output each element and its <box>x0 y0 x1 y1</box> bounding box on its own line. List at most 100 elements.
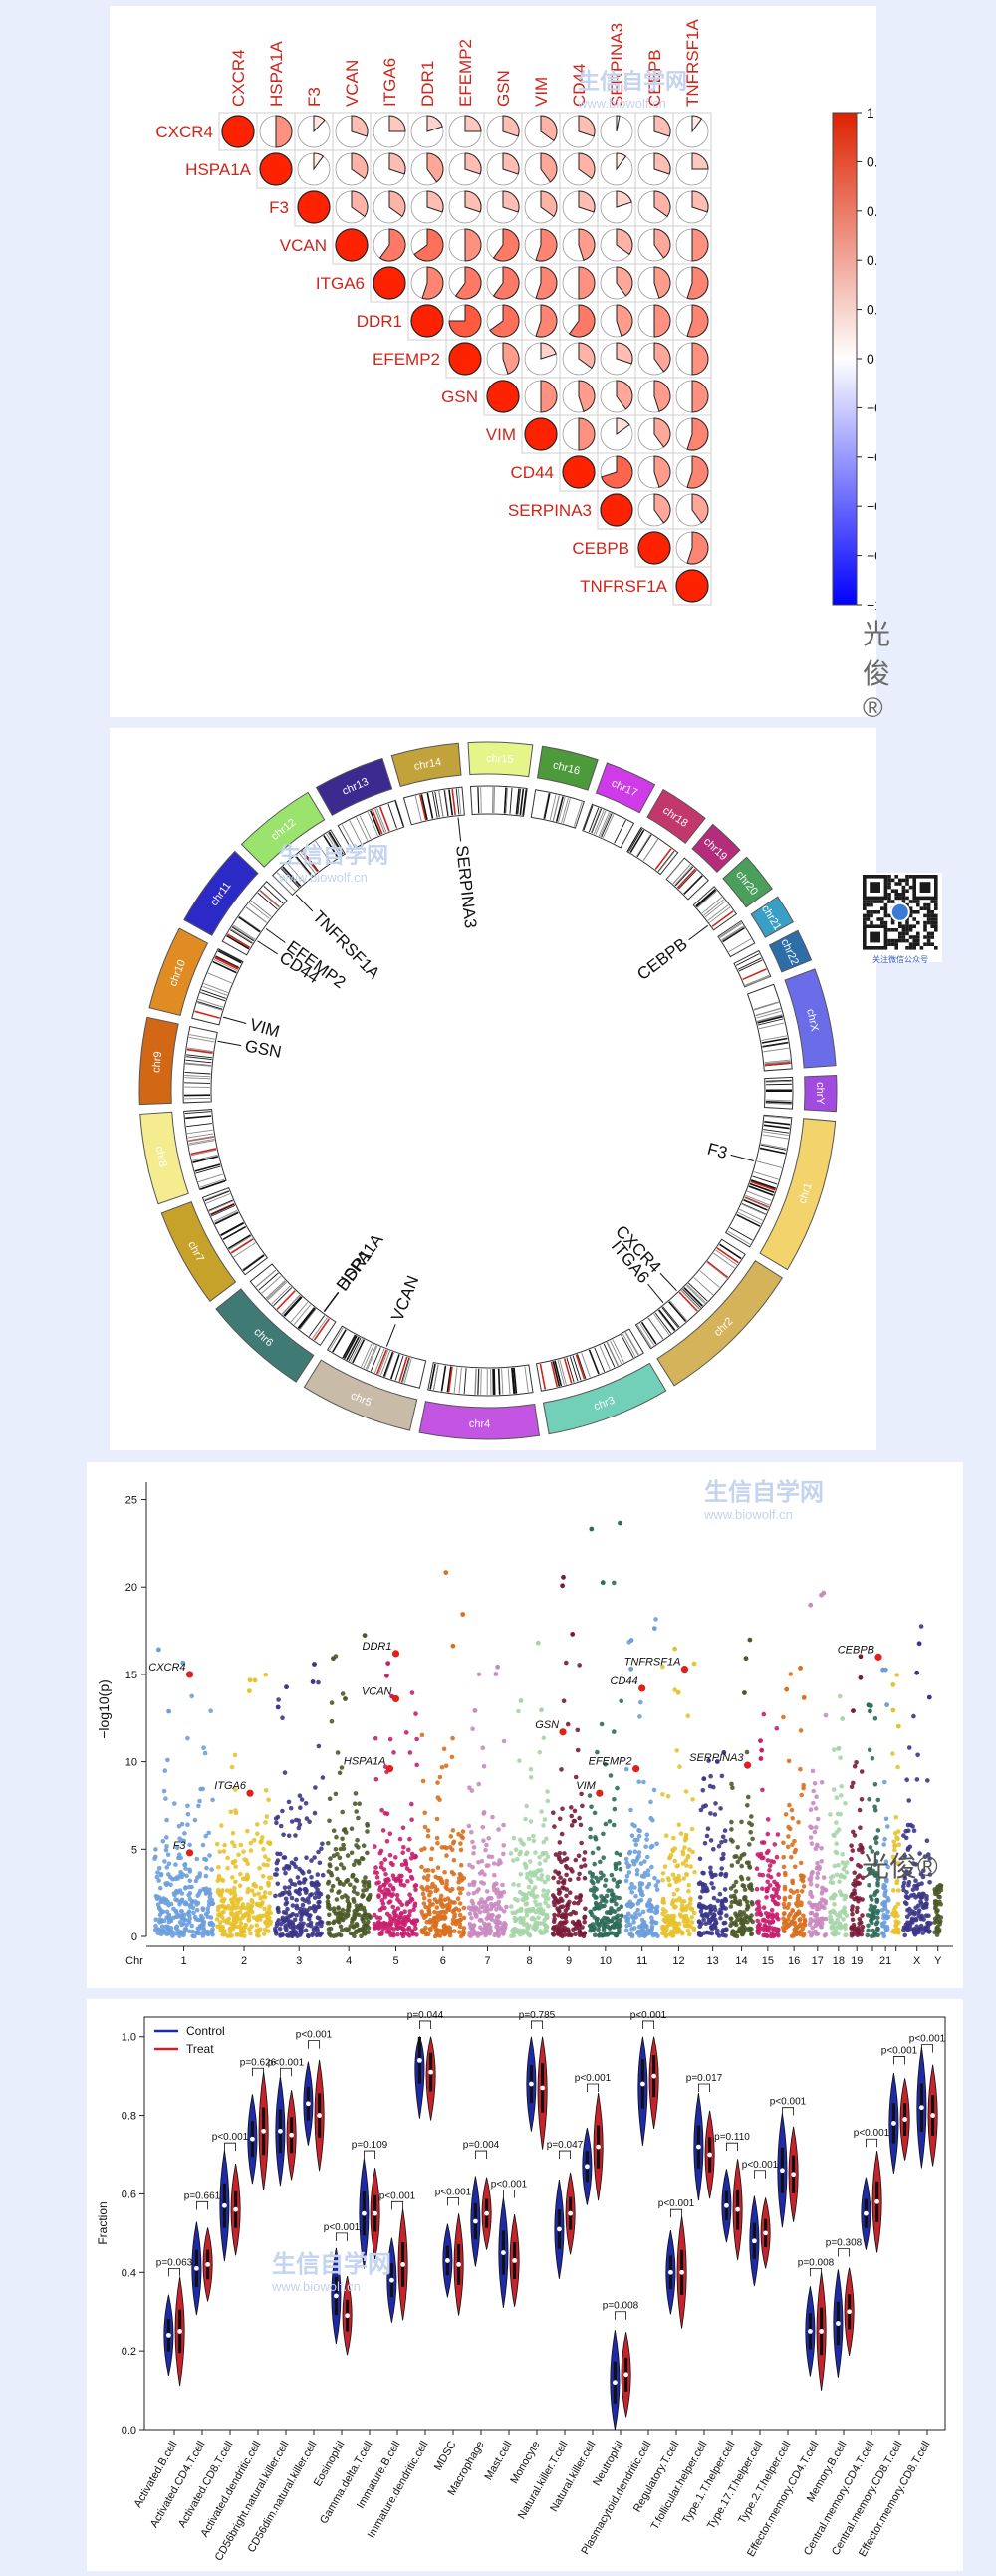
snp-point <box>166 1861 172 1867</box>
snp-point <box>561 1574 566 1580</box>
snp-point <box>552 1916 557 1922</box>
snp-point <box>409 1851 415 1857</box>
snp-point <box>293 1856 299 1862</box>
snp-point <box>854 1909 860 1914</box>
snp-point <box>698 1909 704 1914</box>
snp-point <box>450 1886 455 1892</box>
snp-point <box>442 1870 447 1875</box>
ideogram-stripe <box>763 1047 790 1053</box>
highlight-point <box>638 1684 646 1692</box>
qr-module <box>916 931 920 936</box>
snp-point <box>556 1908 562 1914</box>
snp-point <box>630 1858 636 1864</box>
snp-point <box>651 1787 657 1793</box>
snp-point <box>182 1831 187 1836</box>
snp-point <box>490 1913 495 1918</box>
highlight-label: CEBPB <box>838 1644 874 1656</box>
snp-point <box>186 1892 191 1898</box>
snp-point <box>197 1874 202 1879</box>
ideogram-stripe <box>294 856 312 877</box>
ideogram-stripe <box>765 1102 792 1105</box>
snp-point <box>597 1932 602 1938</box>
snp-point <box>731 1893 737 1899</box>
snp-point <box>181 1838 187 1844</box>
snp-point <box>545 1874 551 1880</box>
snp-point <box>387 1852 393 1858</box>
pie-wedge <box>616 417 630 435</box>
snp-point <box>611 1822 617 1828</box>
snp-point <box>840 1716 846 1721</box>
snp-point <box>480 1745 486 1750</box>
snp-point <box>653 1883 659 1888</box>
snp-point <box>565 1865 570 1871</box>
snp-point <box>644 1837 649 1842</box>
snp-point <box>478 1925 483 1930</box>
snp-point <box>484 1842 489 1848</box>
snp-point <box>328 1933 334 1938</box>
snp-point <box>401 1845 406 1850</box>
snp-point <box>338 1846 344 1852</box>
snp-point <box>611 1877 617 1882</box>
significance-bracket <box>168 2267 180 2277</box>
ideogram-stripe <box>210 1204 235 1217</box>
snp-point <box>329 1888 335 1893</box>
snp-point <box>562 1857 567 1863</box>
snp-point <box>832 1902 837 1907</box>
snp-point <box>374 1915 380 1920</box>
snp-point <box>265 1923 270 1929</box>
snp-point <box>590 1850 596 1856</box>
ideogram-stripe <box>367 811 378 837</box>
violin-median <box>389 2277 394 2283</box>
snp-point <box>361 1888 366 1893</box>
qr-module <box>894 946 898 950</box>
snp-point <box>200 1907 206 1913</box>
snp-point <box>413 1887 418 1893</box>
snp-point <box>875 1876 881 1882</box>
snp-point <box>168 1926 174 1931</box>
snp-point <box>485 1896 491 1902</box>
ideogram-stripe <box>543 793 551 819</box>
ideogram-stripe <box>192 1156 219 1163</box>
snp-point <box>261 1932 267 1936</box>
snp-point <box>439 1765 445 1770</box>
snp-point <box>935 1913 940 1919</box>
qr-module <box>894 938 898 943</box>
snp-point <box>307 1819 312 1824</box>
snp-point <box>663 1833 669 1838</box>
snp-point <box>718 1872 723 1877</box>
snp-point <box>774 1882 780 1888</box>
snp-point <box>711 1846 716 1852</box>
snp-point <box>627 1922 633 1928</box>
snp-point <box>624 1914 629 1919</box>
pie-wedge <box>616 190 632 208</box>
snp-point <box>628 1807 633 1813</box>
snp-point <box>683 1858 689 1863</box>
ideogram-stripe <box>434 791 440 818</box>
qr-module <box>908 924 913 928</box>
correlation-heatmap-panel: CXCR4 HSPA1A F3 VCAN ITGA6 DDR1 EFEMP2 GSN VIM CD… <box>110 6 890 723</box>
snp-point <box>432 1884 438 1889</box>
snp-point <box>926 1930 932 1934</box>
snp-point <box>686 1888 691 1894</box>
snp-point <box>736 1929 742 1934</box>
legend-label: Control <box>186 2024 225 2038</box>
ideogram-stripe <box>196 1002 223 1011</box>
snp-point <box>938 1883 944 1889</box>
snp-point <box>781 1714 786 1720</box>
snp-point <box>892 1847 897 1853</box>
pie-wedge <box>601 455 633 489</box>
snp-point <box>374 1776 379 1782</box>
snp-point <box>883 1878 889 1883</box>
snp-point <box>858 1920 864 1925</box>
snp-point <box>436 1910 441 1916</box>
snp-point <box>166 1708 171 1714</box>
snp-point <box>844 1860 850 1865</box>
qr-module <box>901 889 906 893</box>
snp-point <box>685 1923 691 1928</box>
chromosome-label: chr15 <box>486 753 514 766</box>
snp-point <box>565 1721 571 1727</box>
pie-wedge <box>540 115 558 142</box>
snp-point <box>557 1889 563 1895</box>
ideogram-stripe <box>507 1368 511 1395</box>
snp-point <box>764 1850 770 1856</box>
